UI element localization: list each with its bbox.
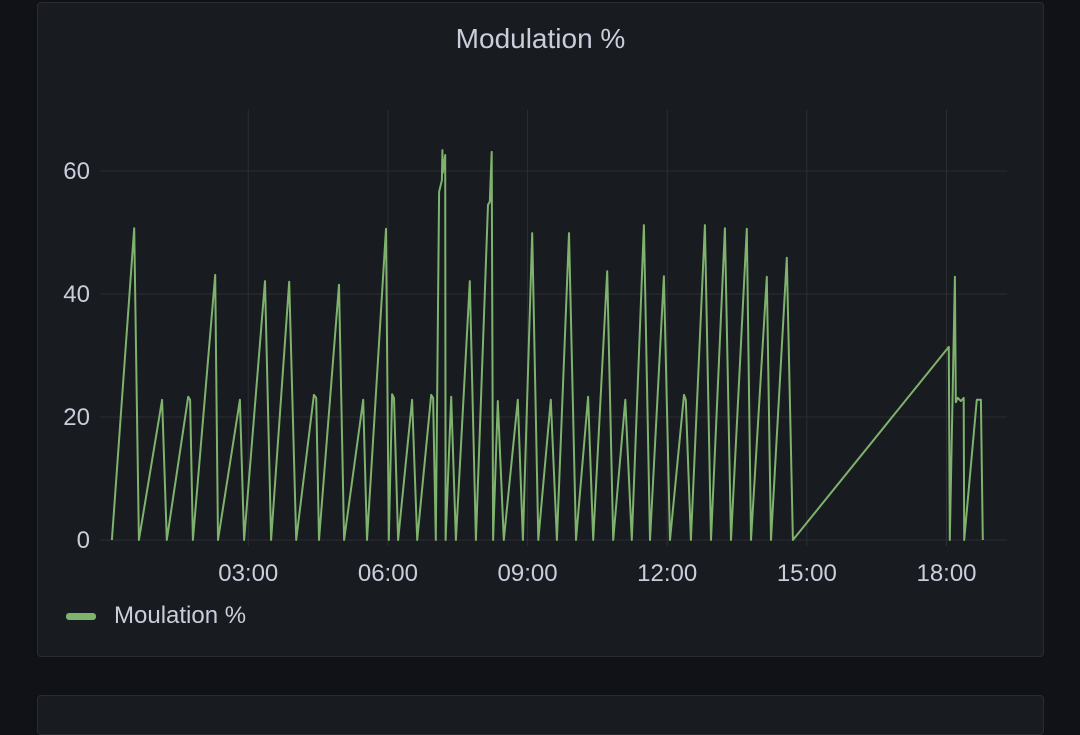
series-line [110, 149, 984, 541]
x-tick-label: 12:00 [637, 560, 697, 587]
y-tick-label: 20 [63, 404, 90, 431]
legend-label[interactable]: Moulation % [114, 602, 247, 629]
chart-panel: Modulation % [37, 2, 1044, 657]
y-tick-label: 0 [77, 527, 90, 554]
x-tick-label: 03:00 [218, 560, 278, 587]
legend: Moulation % [66, 602, 246, 630]
legend-swatch [66, 612, 96, 620]
x-tick-label: 15:00 [777, 560, 837, 587]
x-tick-label: 18:00 [916, 560, 976, 587]
y-tick-label: 40 [63, 281, 90, 308]
x-tick-label: 06:00 [358, 560, 418, 587]
panel-title[interactable]: Modulation % [455, 23, 626, 54]
y-tick-label: 60 [63, 158, 90, 185]
chart-svg: 0 20 40 60 03:00 06:00 09:00 12:00 15:00 18:00 [63, 109, 1007, 587]
x-tick-label: 09:00 [498, 560, 558, 587]
